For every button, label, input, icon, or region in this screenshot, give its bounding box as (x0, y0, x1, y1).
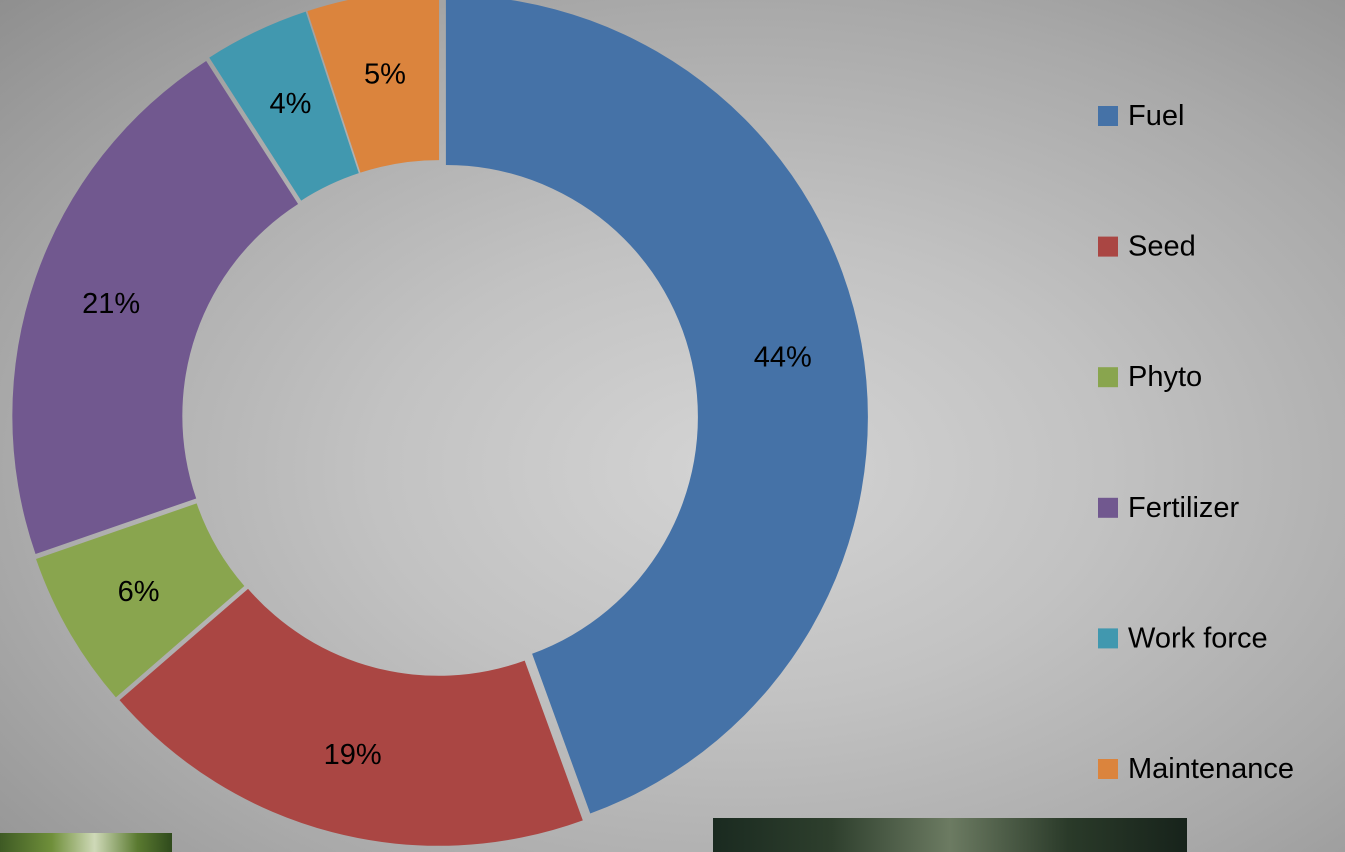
slice-label-fertilizer: 21% (82, 288, 140, 320)
legend-item-fertilizer: Fertilizer (1098, 492, 1240, 524)
legend-swatch-maintenance (1098, 759, 1118, 779)
slice-label-seed: 19% (324, 739, 382, 771)
slice-label-phyto: 6% (118, 576, 160, 608)
slice-fertilizer (12, 61, 299, 555)
legend-swatch-fuel (1098, 106, 1118, 126)
legend-label-work-force: Work force (1128, 622, 1268, 654)
slice-phyto (36, 503, 245, 698)
legend-label-seed: Seed (1128, 231, 1196, 263)
slice-seed (119, 588, 583, 846)
slice-label-fuel: 44% (754, 342, 812, 374)
slice-label-maintenance: 5% (364, 58, 406, 90)
slice-work-force (209, 11, 359, 201)
legend-label-phyto: Phyto (1128, 361, 1202, 393)
legend-item-work-force: Work force (1098, 622, 1268, 654)
legend-label-fuel: Fuel (1128, 100, 1184, 132)
donut-slices (12, 0, 868, 846)
legend: Fuel Seed Phyto Fertilizer Work force Mainten… (1098, 100, 1294, 785)
slice-maintenance (307, 0, 440, 173)
slice-labels: 44% 19% 6% 21% 4% 5% (82, 58, 812, 770)
legend-item-phyto: Phyto (1098, 361, 1202, 393)
slice-label-work-force: 4% (269, 88, 311, 120)
slice-fuel (445, 0, 868, 814)
legend-swatch-seed (1098, 236, 1118, 257)
legend-label-fertilizer: Fertilizer (1128, 492, 1240, 524)
legend-item-seed: Seed (1098, 231, 1196, 263)
legend-item-fuel: Fuel (1098, 100, 1184, 132)
legend-label-maintenance: Maintenance (1128, 753, 1294, 785)
legend-swatch-fertilizer (1098, 497, 1118, 518)
legend-item-maintenance: Maintenance (1098, 753, 1294, 785)
background-photo-right (713, 818, 1187, 852)
legend-swatch-phyto (1098, 367, 1118, 388)
background-photo-left (0, 833, 172, 852)
legend-swatch-work-force (1098, 628, 1118, 649)
